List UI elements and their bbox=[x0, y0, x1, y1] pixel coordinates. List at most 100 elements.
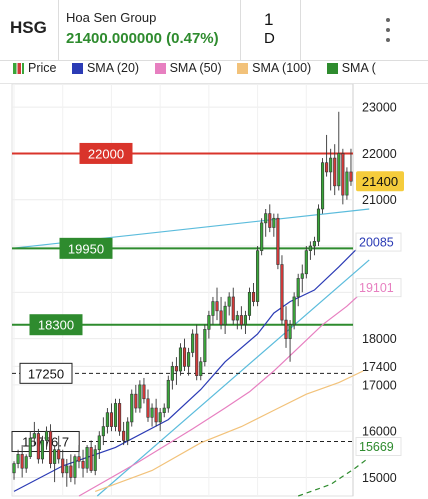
candle[interactable] bbox=[85, 447, 89, 469]
ticker-symbol[interactable]: HSG bbox=[10, 18, 47, 37]
candle[interactable] bbox=[36, 433, 40, 460]
candle[interactable] bbox=[268, 213, 272, 228]
candle[interactable] bbox=[142, 384, 146, 400]
candle[interactable] bbox=[77, 456, 81, 462]
candle[interactable] bbox=[276, 217, 280, 265]
candle[interactable] bbox=[97, 435, 101, 451]
candle[interactable] bbox=[349, 171, 353, 182]
chart-header: HSG Hoa Sen Group 21400.000000 (0.47%) 1… bbox=[0, 0, 428, 61]
candle[interactable] bbox=[154, 407, 158, 423]
candle[interactable] bbox=[16, 454, 20, 464]
level-label-box[interactable] bbox=[19, 362, 73, 384]
candle[interactable] bbox=[345, 171, 349, 196]
legend-item-sma200[interactable]: SMA ( bbox=[326, 61, 376, 75]
candle[interactable] bbox=[182, 347, 187, 367]
candle[interactable] bbox=[333, 157, 337, 187]
candle[interactable] bbox=[296, 278, 300, 298]
legend-item-price[interactable]: Price bbox=[13, 61, 56, 75]
candle[interactable] bbox=[126, 421, 130, 441]
candle[interactable] bbox=[272, 217, 276, 228]
candle[interactable] bbox=[219, 310, 223, 326]
candle[interactable] bbox=[284, 319, 288, 339]
candle[interactable] bbox=[243, 315, 247, 326]
candle[interactable] bbox=[69, 465, 73, 478]
candle[interactable] bbox=[235, 315, 239, 321]
candle[interactable] bbox=[288, 324, 292, 339]
trendline[interactable] bbox=[96, 259, 370, 497]
candle[interactable] bbox=[109, 412, 114, 427]
candle[interactable] bbox=[118, 403, 122, 432]
candle[interactable] bbox=[178, 347, 183, 372]
candle[interactable] bbox=[308, 245, 312, 251]
candle[interactable] bbox=[280, 264, 284, 321]
legend-item-sma50[interactable]: SMA (50) bbox=[154, 61, 222, 75]
candle[interactable] bbox=[20, 454, 24, 469]
candle[interactable] bbox=[223, 305, 227, 326]
candle[interactable] bbox=[101, 426, 105, 437]
candle[interactable] bbox=[73, 456, 77, 478]
more-vertical-icon[interactable] bbox=[380, 16, 396, 44]
candle[interactable] bbox=[239, 315, 243, 326]
candle[interactable] bbox=[32, 433, 36, 439]
candle[interactable] bbox=[89, 447, 93, 471]
candle[interactable] bbox=[264, 213, 268, 224]
candle[interactable] bbox=[227, 296, 231, 307]
candle[interactable] bbox=[292, 296, 296, 326]
candle[interactable] bbox=[316, 208, 321, 242]
candle[interactable] bbox=[61, 458, 65, 474]
candle[interactable] bbox=[113, 403, 118, 427]
candle[interactable] bbox=[57, 449, 61, 460]
candle[interactable] bbox=[40, 440, 45, 460]
candle[interactable] bbox=[247, 292, 252, 316]
level-label-box[interactable] bbox=[79, 142, 133, 164]
candle[interactable] bbox=[150, 407, 154, 418]
candle[interactable] bbox=[325, 162, 329, 173]
candle[interactable] bbox=[312, 241, 316, 247]
level-label-box[interactable] bbox=[59, 237, 113, 259]
candle[interactable] bbox=[146, 398, 150, 418]
candle[interactable] bbox=[53, 449, 57, 464]
candle[interactable] bbox=[329, 157, 333, 173]
candle[interactable] bbox=[65, 465, 69, 474]
candle[interactable] bbox=[199, 361, 203, 376]
candle[interactable] bbox=[300, 273, 304, 279]
candle[interactable] bbox=[191, 333, 195, 353]
candle[interactable] bbox=[207, 315, 211, 330]
candle[interactable] bbox=[134, 393, 138, 409]
candle[interactable] bbox=[187, 352, 191, 367]
candle[interactable] bbox=[341, 153, 345, 196]
candle[interactable] bbox=[256, 250, 260, 302]
candle[interactable] bbox=[158, 412, 162, 423]
candle[interactable] bbox=[12, 463, 16, 474]
candle[interactable] bbox=[162, 407, 166, 413]
candle[interactable] bbox=[170, 366, 174, 381]
legend-item-sma20[interactable]: SMA (20) bbox=[71, 61, 139, 75]
candle[interactable] bbox=[93, 449, 97, 471]
candle[interactable] bbox=[138, 384, 142, 409]
candle[interactable] bbox=[105, 412, 109, 427]
candle[interactable] bbox=[24, 456, 28, 469]
legend-item-sma100[interactable]: SMA (100) bbox=[237, 61, 311, 75]
candle[interactable] bbox=[203, 329, 207, 363]
candle[interactable] bbox=[260, 222, 264, 251]
candle[interactable] bbox=[231, 296, 235, 321]
candle[interactable] bbox=[130, 393, 134, 423]
candle[interactable] bbox=[174, 366, 178, 372]
level-label-box[interactable] bbox=[29, 314, 83, 336]
candle[interactable] bbox=[337, 153, 341, 187]
candle[interactable] bbox=[215, 301, 219, 312]
timeframe-value[interactable]: 1 bbox=[264, 10, 274, 29]
candle[interactable] bbox=[122, 430, 126, 441]
candle[interactable] bbox=[195, 333, 199, 376]
candle[interactable] bbox=[49, 430, 53, 464]
candle[interactable] bbox=[320, 162, 325, 210]
timeframe-unit[interactable]: D bbox=[264, 30, 275, 47]
candle[interactable] bbox=[81, 460, 85, 469]
candle[interactable] bbox=[44, 430, 49, 441]
candle[interactable] bbox=[251, 292, 256, 302]
candle[interactable] bbox=[28, 437, 32, 457]
candle[interactable] bbox=[166, 379, 170, 409]
candle[interactable] bbox=[211, 301, 215, 316]
candle[interactable] bbox=[304, 250, 308, 275]
